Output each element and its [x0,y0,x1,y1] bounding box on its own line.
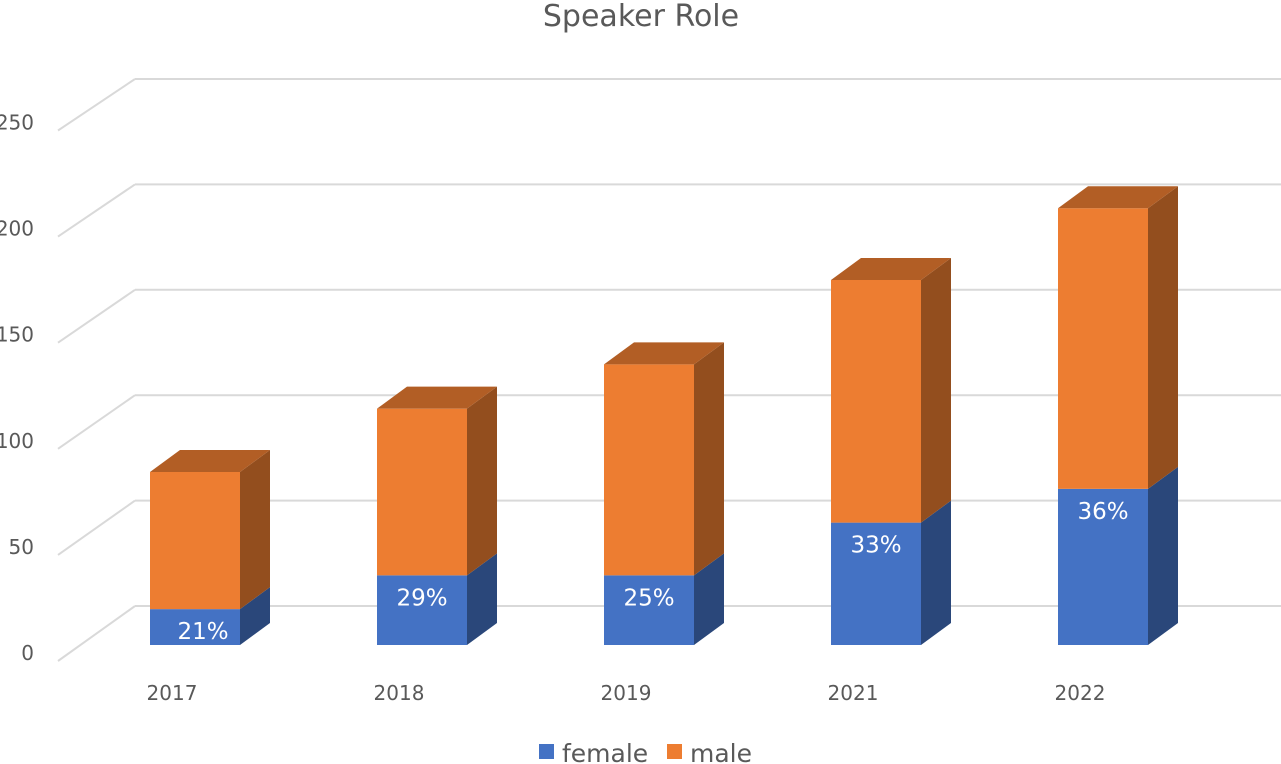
x-tick-label: 2017 [147,681,198,705]
gridline-depth [57,78,136,132]
legend-item-male: male [667,739,752,764]
y-tick-label: 100 [0,429,34,453]
bar-side-female [1148,466,1178,645]
bar-male [831,279,921,523]
bar-side-male [240,449,270,610]
bar-female [1058,488,1148,645]
data-label: 33% [850,533,901,559]
y-tick-label: 50 [9,535,34,559]
bar-side-male [921,257,951,523]
bar-top-male [831,257,951,280]
bar-stack-2018: 29% [377,386,497,645]
data-label: 29% [396,585,447,611]
bars: 21% 29% 25% 33% 36% [150,186,1178,645]
chart-title: Speaker Role [543,0,739,34]
bar-male [604,364,694,576]
x-tick-label: 2018 [374,681,425,705]
bar-top-male [604,342,724,365]
bar-side-male [467,386,497,576]
data-label: 25% [623,585,674,611]
legend-swatch [667,744,682,759]
bar-side-male [1148,186,1178,489]
legend-label: female [562,739,648,764]
bar-side-female [694,553,724,645]
bar-top-male [150,449,270,472]
bar-stack-2022: 36% [1058,186,1178,645]
bar-top-male [377,386,497,409]
x-tick-label: 2019 [601,681,652,705]
bar-male [1058,208,1148,489]
gridline-depth [57,288,136,344]
y-axis: 0 50 100 150 200 250 [0,111,34,666]
legend-label: male [690,739,752,764]
x-axis: 2017 2018 2019 2021 2022 [147,681,1106,705]
legend-item-female: female [539,739,648,764]
bar-side-female [921,500,951,645]
bar-female [377,575,467,645]
bar-male [377,408,467,576]
bar-female [831,522,921,645]
data-label: 36% [1077,499,1128,525]
bar-female [150,609,240,645]
y-tick-label: 0 [21,641,34,665]
bar-side-female [240,587,270,645]
data-label: 21% [177,619,228,645]
legend: female male [539,739,752,764]
x-tick-label: 2021 [828,681,879,705]
bar-side-male [694,342,724,576]
x-tick-label: 2022 [1055,681,1106,705]
gridline-depth [57,183,136,238]
y-tick-label: 200 [0,217,34,241]
gridline-depth [57,394,136,450]
gridline-depth [57,605,136,662]
y-tick-label: 250 [0,111,34,135]
gridline-depth [57,499,136,556]
bar-male [150,471,240,610]
bar-stack-2021: 33% [831,257,951,645]
bar-female [604,575,694,645]
bar-side-female [467,553,497,645]
bar-top-male [1058,186,1178,209]
legend-swatch [539,744,554,759]
bar-stack-2019: 25% [604,342,724,645]
y-tick-label: 150 [0,323,34,347]
bar-stack-2017: 21% [150,449,270,645]
